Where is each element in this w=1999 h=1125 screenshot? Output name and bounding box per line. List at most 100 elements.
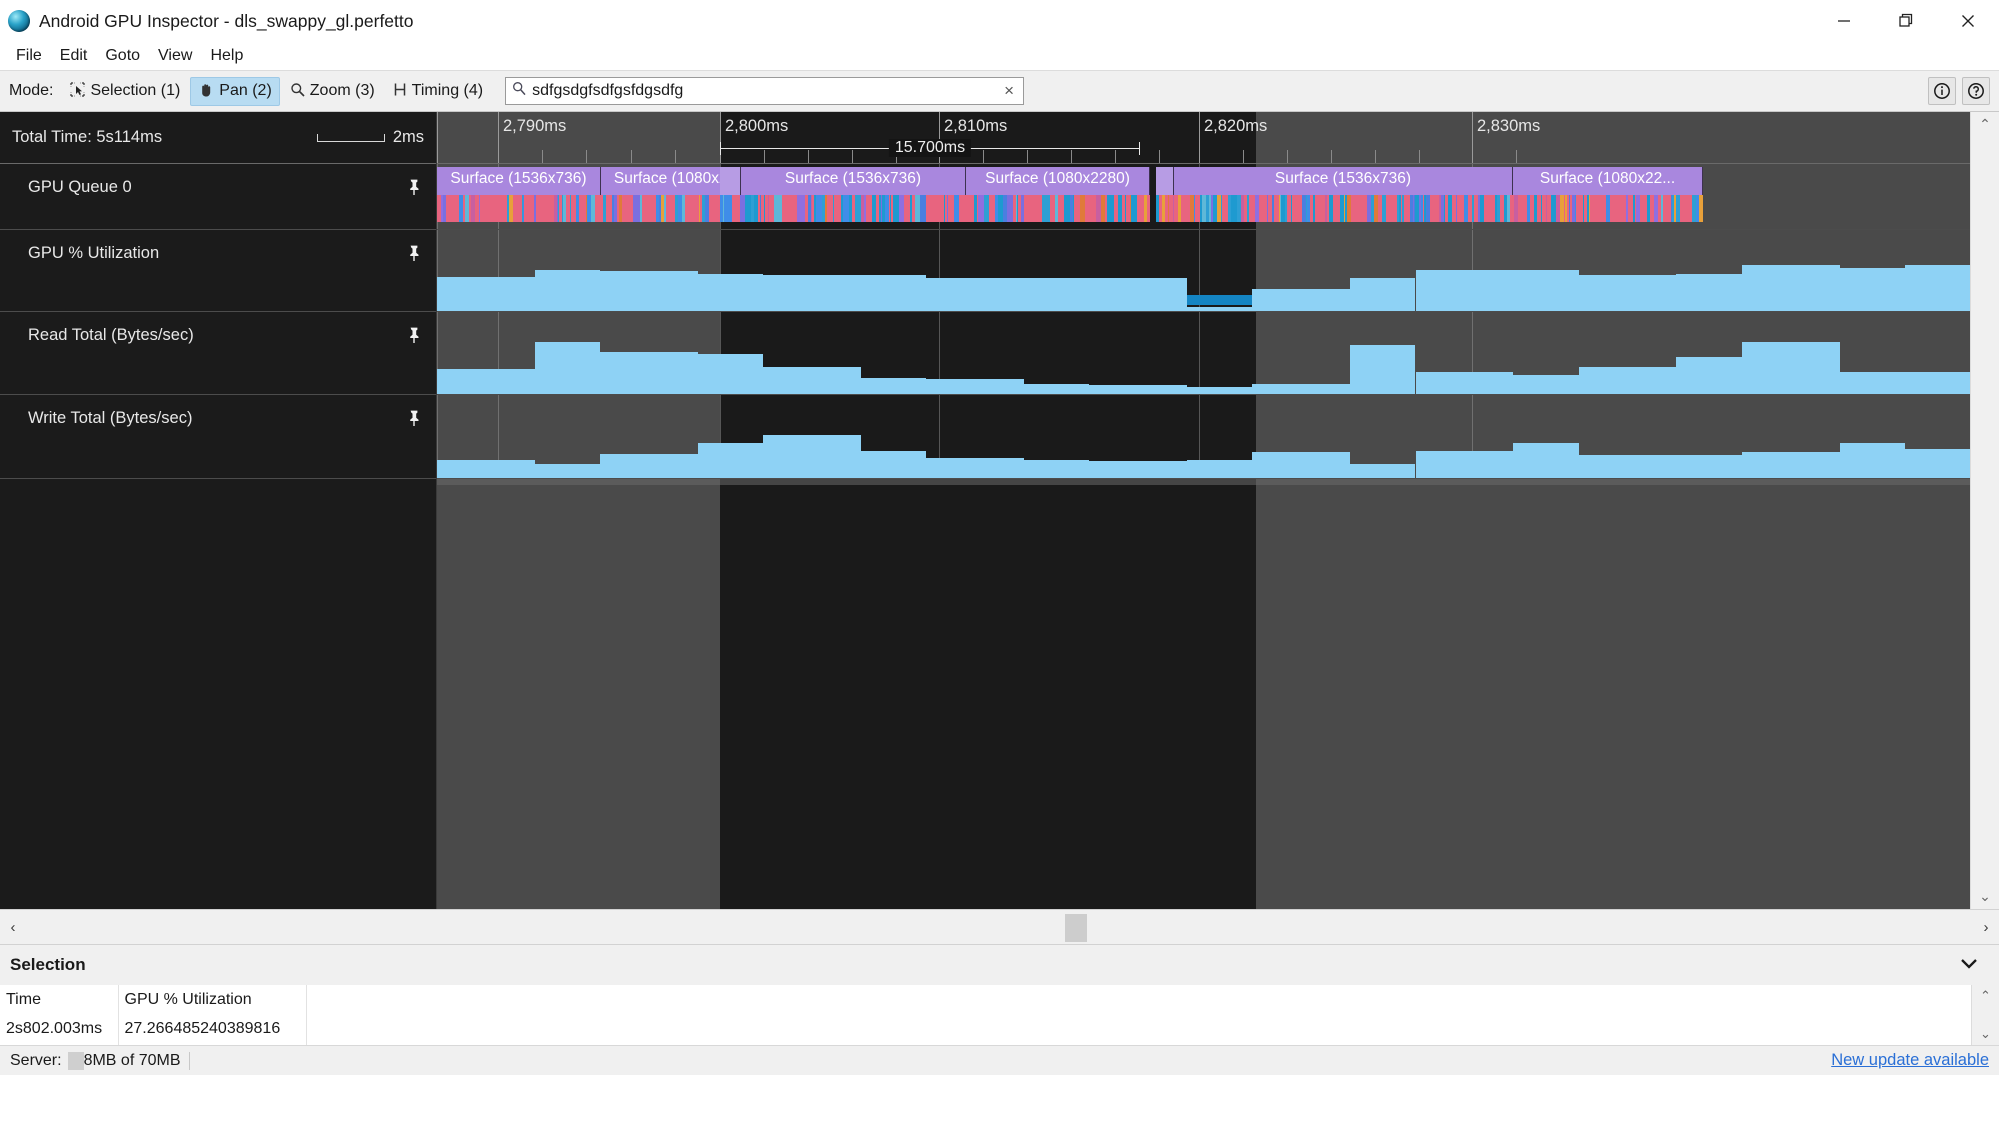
track-write-total[interactable]: [437, 395, 1970, 479]
scroll-down-icon[interactable]: ⌄: [1979, 888, 1991, 904]
slice-stripe: [872, 195, 876, 222]
slice-stripe: [591, 195, 595, 222]
slice-surface[interactable]: Surface (1536x736): [741, 167, 966, 195]
scroll-up-icon[interactable]: ⌃: [1980, 988, 1991, 1003]
slice-stripe: [1602, 195, 1604, 222]
mode-button-zoom[interactable]: Zoom (3): [282, 77, 383, 105]
slice-stripe: [1018, 195, 1021, 222]
search-input[interactable]: [532, 82, 997, 100]
slice-surface[interactable]: Surface (1536x736): [437, 167, 601, 195]
slice-stripe: [1565, 195, 1567, 222]
slice-stripe: [1514, 195, 1518, 222]
menu-edit[interactable]: Edit: [59, 47, 88, 64]
slice-stripe: [1291, 195, 1292, 222]
timeline-empty-area[interactable]: [437, 479, 1970, 909]
slice-stripe: [1310, 195, 1313, 222]
slice-stripe: [1507, 195, 1510, 222]
slice-stripe: [899, 195, 904, 222]
slice-stripe: [1696, 195, 1699, 222]
minimize-button[interactable]: [1813, 0, 1875, 42]
timeline-vertical-scrollbar[interactable]: ⌃ ⌄: [1970, 112, 1999, 909]
chevron-down-icon[interactable]: [1959, 957, 1989, 974]
slice-stripe: [1323, 195, 1325, 222]
column-header-gpu-utilization[interactable]: GPU % Utilization: [118, 985, 307, 1014]
track-header-write-total[interactable]: Write Total (Bytes/sec): [0, 395, 436, 479]
mode-button-selection[interactable]: Selection (1): [62, 77, 188, 105]
counter-bar: [926, 379, 1025, 394]
track-header-read-total[interactable]: Read Total (Bytes/sec): [0, 312, 436, 395]
slice-surface-sub[interactable]: [1156, 167, 1174, 195]
selection-panel-title: Selection: [10, 955, 86, 974]
help-icon[interactable]: [1962, 77, 1990, 105]
menu-help[interactable]: Help: [210, 47, 244, 64]
track-read-total[interactable]: [437, 312, 1970, 395]
new-update-link[interactable]: New update available: [1831, 1051, 1989, 1069]
slice-stripe: [489, 195, 493, 222]
slice-stripe: [947, 195, 948, 222]
column-header-time[interactable]: Time: [0, 985, 119, 1014]
selection-table-wrapper[interactable]: Time GPU % Utilization 2s802.003ms 27.26…: [0, 985, 1999, 1045]
slice-stripe: [745, 195, 751, 222]
slice-stripe: [486, 195, 489, 222]
mode-button-pan[interactable]: Pan (2): [190, 76, 280, 106]
pin-icon[interactable]: [406, 326, 422, 349]
slice-detail-stripes: [1156, 195, 1703, 222]
table-row[interactable]: 2s802.003ms 27.266485240389816: [0, 1014, 307, 1043]
slice-surface[interactable]: Surface (1080x22...: [1513, 167, 1703, 195]
pin-icon[interactable]: [406, 409, 422, 432]
slice-surface[interactable]: Surface (1080x2280): [966, 167, 1150, 195]
slice-stripe: [609, 195, 612, 222]
time-ruler[interactable]: 2,790ms 2,800ms 2,810ms 2,820ms 2,830ms …: [437, 112, 1970, 164]
track-header-gpu-queue-0[interactable]: GPU Queue 0: [0, 164, 436, 230]
slice-stripe: [1060, 195, 1064, 222]
track-gpu-utilization[interactable]: [437, 230, 1970, 312]
track-label: GPU % Utilization: [28, 244, 160, 262]
slice-surface[interactable]: Surface (1536x736): [1174, 167, 1513, 195]
hscroll-thumb[interactable]: [1065, 914, 1087, 942]
selection-vertical-scrollbar[interactable]: ⌃ ⌄: [1971, 985, 1999, 1045]
scroll-down-icon[interactable]: ⌄: [1980, 1026, 1991, 1041]
slice-stripe: [825, 195, 827, 222]
track-canvas-pane[interactable]: 2,790ms 2,800ms 2,810ms 2,820ms 2,830ms …: [437, 112, 1970, 909]
counter-bar: [1187, 306, 1253, 311]
slice-stripe: [974, 195, 977, 222]
counter-bar: [437, 459, 535, 478]
menu-goto[interactable]: Goto: [105, 47, 141, 64]
slice-stripe: [463, 195, 465, 222]
pin-icon[interactable]: [406, 178, 422, 201]
restore-icon[interactable]: [1875, 0, 1937, 42]
slice-stripe: [554, 195, 557, 222]
counter-bar: [1904, 265, 1970, 311]
slice-stripe: [812, 195, 814, 222]
track-header-gpu-utilization[interactable]: GPU % Utilization: [0, 230, 436, 312]
slice-stripe: [1531, 195, 1534, 222]
counter-bar: [1415, 269, 1514, 311]
slice-stripe: [1401, 195, 1402, 222]
mode-button-timing[interactable]: Timing (4): [385, 77, 491, 105]
search-clear-icon[interactable]: ×: [1004, 81, 1015, 100]
pin-icon[interactable]: [406, 244, 422, 267]
slice-stripe: [1650, 195, 1654, 222]
hscroll-left-icon[interactable]: ‹: [10, 918, 16, 936]
counter-bar: [1839, 443, 1905, 478]
slice-surface-sub[interactable]: [720, 167, 741, 195]
timeline-horizontal-scrollbar[interactable]: ‹ ›: [0, 909, 1999, 945]
slice-stripe: [1185, 195, 1187, 222]
hscroll-right-icon[interactable]: ›: [1983, 918, 1989, 936]
slice-stripe: [1658, 195, 1661, 222]
slice-stripe: [532, 195, 534, 222]
slice-stripe: [761, 195, 764, 222]
slice-stripe: [595, 195, 598, 222]
slice-stripe: [629, 195, 630, 222]
slice-stripe: [692, 195, 696, 222]
track-gpu-queue-0[interactable]: Surface (1536x736) Surface (1080x22... S…: [437, 164, 1970, 230]
slice-stripe: [452, 195, 454, 222]
table-row[interactable]: 2s816.535ms 22.717787602651768: [0, 1043, 307, 1045]
search-box[interactable]: ×: [505, 77, 1025, 105]
menu-view[interactable]: View: [158, 47, 193, 64]
info-icon[interactable]: [1928, 77, 1956, 105]
scroll-up-icon[interactable]: ⌃: [1979, 116, 1991, 132]
close-icon[interactable]: [1937, 0, 1999, 42]
slice-stripe: [876, 195, 879, 222]
menu-file[interactable]: File: [16, 47, 42, 64]
